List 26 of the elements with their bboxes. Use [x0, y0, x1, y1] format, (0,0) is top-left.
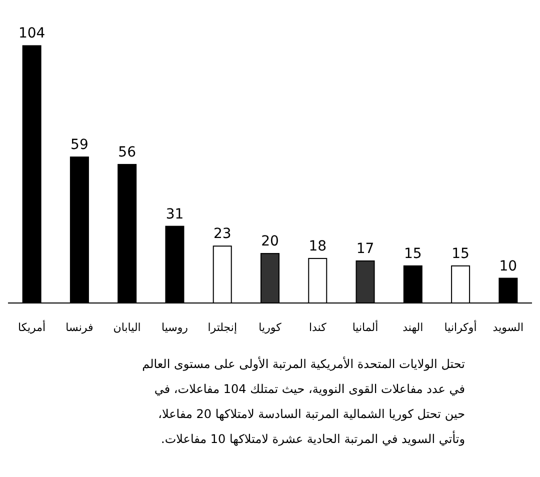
x-tick-label: فرنسا: [66, 321, 94, 334]
x-tick-label: السويد: [492, 321, 524, 334]
data-label: 10: [499, 258, 518, 274]
data-label: 31: [166, 206, 184, 222]
x-tick-label: كندا: [308, 321, 328, 334]
x-tick-label: كوريا: [258, 321, 282, 334]
x-tick-label: اليابان: [113, 321, 141, 334]
data-label: 15: [452, 246, 470, 262]
data-label: 23: [213, 226, 232, 242]
data-label: 104: [18, 26, 46, 42]
text: تحتل الولايات المتحدة الأمريكية المرتبة الأولى على مستوى العالم: [142, 356, 465, 371]
data-label: 15: [404, 246, 422, 262]
data-label: 56: [118, 144, 136, 160]
data-label: 20: [261, 234, 279, 250]
data-label: 18: [308, 238, 327, 254]
x-tick-label: ألمانيا: [352, 320, 378, 334]
data-label: 17: [356, 240, 374, 257]
text: في عدد مفاعلات القوى النووية، حيث تمتلك 104 مفاعلات، في: [154, 382, 465, 396]
data-label: 59: [70, 137, 88, 154]
x-tick-label: الهند: [402, 321, 424, 334]
x-tick-label: روسيا: [161, 321, 188, 334]
text: وتأتي السويد في المرتبة الحادية عشرة لامتلاكها 10 مفاعلات.: [161, 430, 465, 446]
x-tick-label: أمريكا: [18, 320, 46, 334]
x-tick-label: أوكرانيا: [444, 320, 477, 334]
x-tick-label: إنجلترا: [208, 321, 238, 334]
text: حين تحتل كوريا الشمالية المرتبة السادسة لامتلاكها 20 مفاعلا،: [158, 407, 465, 421]
